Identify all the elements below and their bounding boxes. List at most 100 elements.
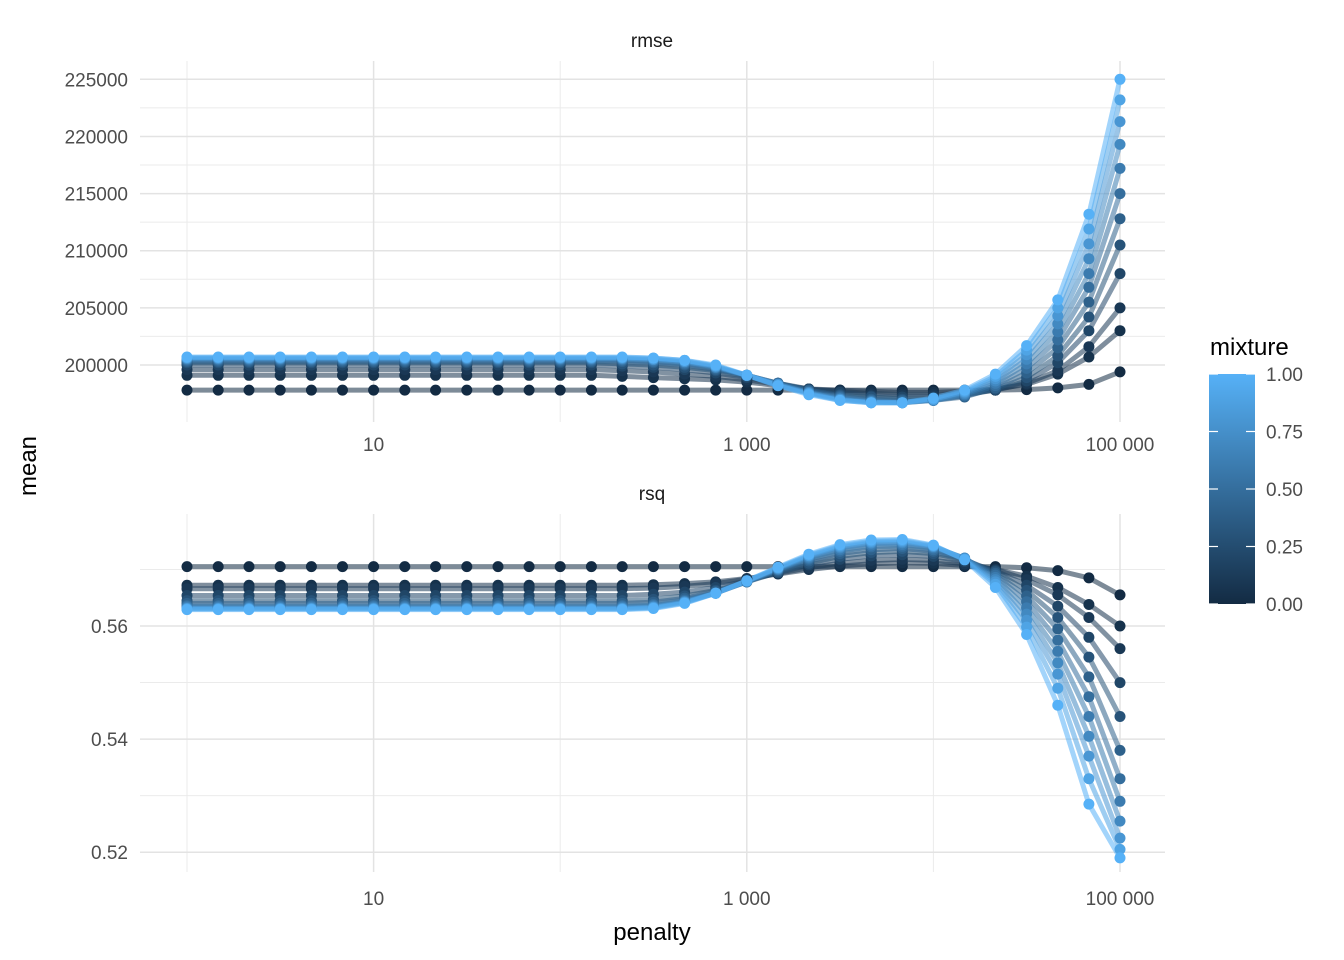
- strip-label-rsq: rsq: [639, 484, 665, 505]
- data-point: [959, 384, 971, 396]
- data-point: [1114, 366, 1126, 378]
- data-point: [896, 534, 908, 545]
- data-point: [834, 394, 846, 406]
- y-tick-label: 205000: [65, 299, 128, 320]
- data-point: [1052, 334, 1064, 346]
- data-point: [1052, 565, 1064, 577]
- data-point: [1114, 325, 1126, 337]
- data-point: [1114, 620, 1126, 632]
- data-point: [337, 384, 348, 396]
- data-point: [243, 604, 255, 616]
- data-point: [616, 561, 628, 573]
- data-point: [1083, 341, 1095, 353]
- data-point: [1083, 268, 1095, 280]
- data-point: [1114, 744, 1126, 756]
- y-tick-labels-rmse: 200000 205000 210000 215000 220000 225000: [65, 70, 128, 377]
- data-point: [1114, 302, 1126, 314]
- data-point: [927, 392, 939, 404]
- data-point: [710, 359, 722, 371]
- data-point: [1083, 311, 1095, 323]
- data-point: [492, 351, 504, 363]
- legend-ticks: 0.00 0.25 0.50 0.75 1.00: [1209, 365, 1303, 616]
- data-point: [1083, 631, 1095, 643]
- data-point: [679, 561, 691, 573]
- data-point: [647, 384, 659, 396]
- data-point: [1114, 138, 1126, 150]
- data-point: [1114, 815, 1126, 827]
- y-tick-label: 0.54: [91, 730, 128, 751]
- data-point: [1114, 643, 1126, 655]
- data-point: [989, 582, 1001, 593]
- data-point: [368, 604, 380, 616]
- x-tick-label: 10: [363, 435, 384, 456]
- data-point: [1114, 94, 1126, 106]
- data-point: [834, 539, 846, 551]
- data-point: [741, 561, 753, 573]
- x-axis-title: penalty: [613, 919, 690, 946]
- data-point: [1083, 773, 1095, 785]
- data-point: [1052, 623, 1064, 635]
- data-point: [1083, 208, 1095, 220]
- data-point: [212, 351, 224, 363]
- data-point: [523, 561, 535, 573]
- data-point: [399, 561, 411, 573]
- data-point: [337, 351, 348, 363]
- data-point: [896, 397, 908, 409]
- data-point: [585, 384, 597, 396]
- x-tick-labels-rmse: 10 1 000 100 000: [363, 435, 1154, 456]
- data-point: [523, 604, 535, 616]
- data-point: [1114, 843, 1126, 855]
- data-point: [679, 384, 691, 396]
- data-point: [585, 561, 597, 573]
- data-point: [337, 604, 348, 616]
- x-tick-label: 1 000: [723, 435, 771, 456]
- data-point: [492, 604, 504, 616]
- data-point: [430, 561, 442, 573]
- data-point: [1114, 268, 1126, 280]
- data-point: [368, 561, 380, 573]
- data-point: [1052, 342, 1064, 354]
- x-tick-label: 100 000: [1086, 889, 1155, 910]
- data-point: [865, 534, 877, 546]
- data-point: [989, 368, 1001, 380]
- y-tick-labels-rsq: 0.52 0.54 0.56: [91, 617, 128, 864]
- data-point: [803, 389, 815, 401]
- data-point: [1083, 798, 1095, 810]
- panel-rmse: rmse 200000 205000 210000 215000 220000 22500…: [65, 31, 1165, 456]
- data-point: [305, 384, 317, 396]
- data-point: [430, 351, 442, 363]
- data-point: [1083, 325, 1095, 337]
- legend-tick-label: 0.00: [1266, 595, 1303, 616]
- data-point: [212, 384, 224, 396]
- data-point: [1083, 612, 1095, 623]
- x-tick-labels-rsq: 10 1 000 100 000: [363, 889, 1154, 910]
- data-point: [772, 380, 784, 392]
- data-point: [554, 561, 566, 573]
- data-point: [243, 561, 255, 573]
- data-point: [1052, 326, 1064, 338]
- data-point: [616, 351, 628, 363]
- data-point: [1052, 302, 1064, 314]
- data-point: [865, 397, 877, 409]
- data-point: [461, 561, 473, 573]
- data-point: [1083, 651, 1095, 663]
- data-point: [679, 354, 691, 366]
- data-point: [1114, 188, 1126, 200]
- data-point: [1083, 281, 1095, 293]
- data-point: [181, 561, 193, 573]
- data-point: [523, 351, 535, 363]
- data-point: [647, 352, 659, 364]
- legend-title: mixture: [1210, 334, 1289, 361]
- data-point: [337, 561, 348, 573]
- data-point: [1114, 677, 1126, 689]
- data-point: [212, 604, 224, 616]
- data-point: [243, 384, 255, 396]
- data-point: [1083, 351, 1095, 363]
- data-point: [1083, 238, 1095, 250]
- data-point: [554, 351, 566, 363]
- series-rmse: [181, 73, 1126, 409]
- data-point: [803, 548, 815, 560]
- y-tick-label: 220000: [65, 127, 128, 148]
- data-point: [368, 384, 380, 396]
